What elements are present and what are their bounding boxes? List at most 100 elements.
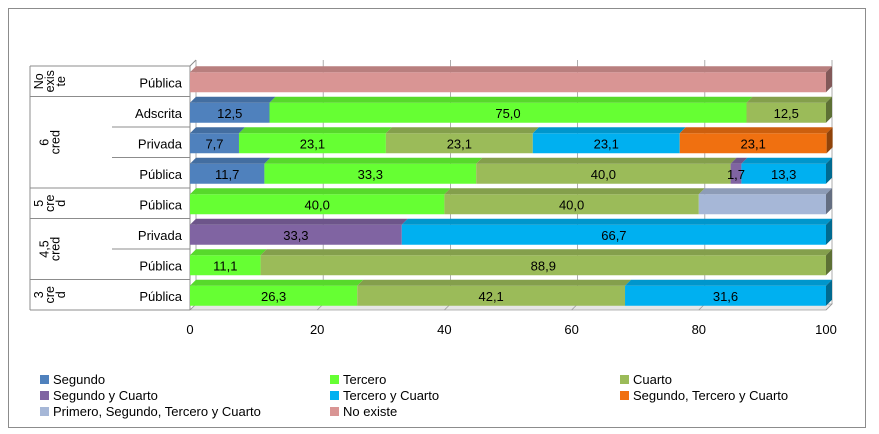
row-label: Privada [138, 228, 183, 243]
bar-segment [264, 163, 477, 184]
bar-side [826, 249, 832, 276]
data-label: 11,1 [213, 258, 237, 273]
bar-segment-top [444, 188, 705, 195]
bar-segment-top [741, 157, 832, 164]
bar-segment [260, 255, 826, 276]
bar-segment [730, 163, 742, 184]
data-label: 23,1 [447, 136, 472, 151]
data-label: 75,0 [495, 106, 520, 121]
bar-side [826, 218, 832, 245]
group-label: cre [43, 286, 57, 303]
group-label: d [54, 291, 68, 298]
group-label: te [54, 76, 68, 86]
legend-swatch [620, 391, 629, 400]
group-label: d [54, 200, 68, 207]
bar-side [826, 66, 832, 93]
bar-segment [532, 133, 680, 154]
row-label: Pública [139, 197, 182, 212]
data-label: 23,1 [741, 136, 766, 151]
bar-segment [238, 133, 386, 154]
bar-segment [679, 133, 827, 154]
legend-swatch [330, 407, 339, 416]
legend-item: Primero, Segundo, Tercero y Cuarto [40, 404, 261, 419]
bar-segment [357, 285, 626, 306]
bar-segment-top [625, 279, 832, 286]
legend-item: Segundo [40, 372, 105, 387]
bar-segment [741, 163, 826, 184]
legend-item: Cuarto [620, 372, 672, 387]
legend-label: Segundo [53, 372, 106, 387]
bar-segment-top [730, 157, 748, 164]
legend-label: Primero, Segundo, Tercero y Cuarto [53, 404, 261, 419]
legend-swatch [330, 375, 339, 384]
group-label: exis [43, 70, 57, 92]
data-label: 13,3 [771, 167, 796, 182]
bar-segment [190, 133, 239, 154]
bar-side [826, 188, 832, 215]
group-label: 4,5 [38, 240, 52, 257]
data-label: 7,7 [205, 136, 223, 151]
bar-segment-top [190, 127, 245, 134]
group-label: cred [49, 237, 63, 261]
bar-segment [190, 224, 402, 245]
bar-segment-top [190, 157, 271, 164]
bar-segment [269, 102, 747, 123]
group-label: 5 [32, 200, 46, 207]
bar-segment [444, 194, 699, 215]
data-label: 40,0 [591, 167, 616, 182]
bar-segment-top [401, 218, 832, 225]
bar-segment [476, 163, 731, 184]
bar-segment-top [357, 279, 632, 286]
axis-corner [189, 59, 197, 67]
data-label: 88,9 [531, 258, 556, 273]
data-label: 42,1 [478, 289, 503, 304]
bar-segment [625, 285, 826, 306]
bar-segment [190, 102, 270, 123]
legend-label: Tercero [343, 372, 387, 387]
data-label: 11,7 [215, 167, 239, 182]
data-label: 12,5 [217, 106, 242, 121]
bar-segment [746, 102, 826, 123]
row-label: Pública [139, 75, 182, 90]
gridline-floor [825, 303, 833, 311]
legend-item: No existe [330, 404, 397, 419]
data-label: 23,1 [300, 136, 325, 151]
data-label: 12,5 [774, 106, 799, 121]
legend-swatch [40, 391, 49, 400]
legend-swatch [330, 391, 339, 400]
data-label: 33,3 [283, 228, 308, 243]
group-label: cre [43, 195, 57, 212]
data-label: 31,6 [713, 289, 738, 304]
bar-segment [190, 285, 358, 306]
legend-item: Tercero y Cuarto [330, 388, 439, 403]
x-tick-label: 60 [564, 322, 578, 337]
legend-swatch [620, 375, 629, 384]
group-label: 3 [32, 291, 46, 298]
row-label: Pública [139, 167, 182, 182]
bar-segment-top [264, 157, 483, 164]
bar-segment [698, 194, 826, 215]
chart-legend: Segundo Tercero Cuarto Segundo y Cuarto Terc… [40, 372, 840, 428]
legend-item: Segundo, Tercero y Cuarto [620, 388, 788, 403]
bar-segment-top [190, 96, 276, 103]
bar-segment-top [190, 279, 364, 286]
bar-segment-top [385, 127, 539, 134]
bar-segment-top [698, 188, 832, 195]
data-label: 26,3 [261, 289, 286, 304]
legend-item: Tercero [330, 372, 386, 387]
legend-item: Segundo y Cuarto [40, 388, 158, 403]
bar-segment-top [269, 96, 753, 103]
bar-segment [385, 133, 533, 154]
legend-label: No existe [343, 404, 398, 419]
bar-segment-top [532, 127, 686, 134]
bar-side [826, 279, 832, 306]
legend-label: Segundo y Cuarto [53, 388, 158, 403]
bar-side [826, 127, 833, 154]
x-tick-label: 100 [815, 322, 837, 337]
bar-side [826, 157, 832, 184]
bar-segment-top [260, 249, 832, 256]
data-label: 66,7 [601, 228, 626, 243]
bar-segment [190, 255, 261, 276]
bar-segment-top [746, 96, 832, 103]
